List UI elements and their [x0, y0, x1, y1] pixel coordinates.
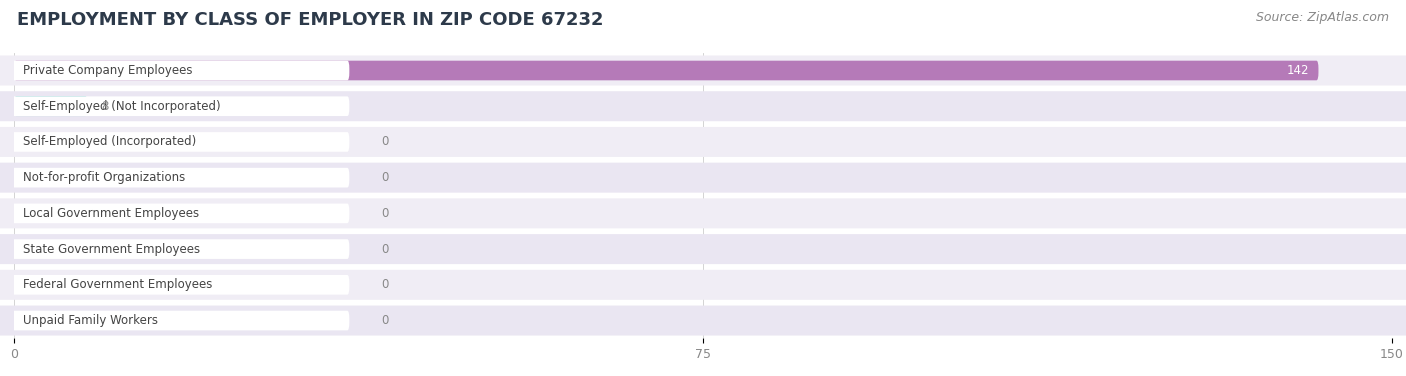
FancyBboxPatch shape [0, 199, 1406, 228]
Text: 0: 0 [381, 135, 389, 149]
FancyBboxPatch shape [0, 127, 1406, 157]
FancyBboxPatch shape [0, 163, 1406, 193]
Text: Unpaid Family Workers: Unpaid Family Workers [24, 314, 159, 327]
Text: 0: 0 [381, 207, 389, 220]
FancyBboxPatch shape [0, 306, 1406, 335]
FancyBboxPatch shape [14, 96, 87, 116]
Text: Source: ZipAtlas.com: Source: ZipAtlas.com [1256, 11, 1389, 24]
Circle shape [8, 207, 11, 220]
Circle shape [8, 171, 11, 184]
FancyBboxPatch shape [14, 61, 1319, 80]
Text: 142: 142 [1286, 64, 1309, 77]
FancyBboxPatch shape [0, 61, 349, 80]
FancyBboxPatch shape [0, 132, 349, 152]
FancyBboxPatch shape [0, 96, 349, 116]
Text: EMPLOYMENT BY CLASS OF EMPLOYER IN ZIP CODE 67232: EMPLOYMENT BY CLASS OF EMPLOYER IN ZIP C… [17, 11, 603, 29]
Circle shape [8, 64, 11, 77]
Text: Self-Employed (Incorporated): Self-Employed (Incorporated) [24, 135, 197, 149]
Text: 0: 0 [381, 314, 389, 327]
Circle shape [8, 314, 11, 327]
FancyBboxPatch shape [0, 275, 349, 295]
Text: 8: 8 [101, 100, 108, 113]
Text: 0: 0 [381, 278, 389, 291]
Text: Federal Government Employees: Federal Government Employees [24, 278, 212, 291]
FancyBboxPatch shape [0, 311, 349, 331]
FancyBboxPatch shape [0, 270, 1406, 300]
Circle shape [8, 135, 11, 149]
Text: 0: 0 [381, 171, 389, 184]
FancyBboxPatch shape [0, 91, 1406, 121]
Circle shape [8, 100, 11, 113]
Text: Local Government Employees: Local Government Employees [24, 207, 200, 220]
FancyBboxPatch shape [0, 203, 349, 223]
FancyBboxPatch shape [0, 234, 1406, 264]
Text: State Government Employees: State Government Employees [24, 243, 201, 256]
FancyBboxPatch shape [0, 239, 349, 259]
Text: Not-for-profit Organizations: Not-for-profit Organizations [24, 171, 186, 184]
Circle shape [8, 278, 11, 291]
Text: Private Company Employees: Private Company Employees [24, 64, 193, 77]
Text: Self-Employed (Not Incorporated): Self-Employed (Not Incorporated) [24, 100, 221, 113]
Text: 0: 0 [381, 243, 389, 256]
FancyBboxPatch shape [0, 56, 1406, 85]
FancyBboxPatch shape [0, 168, 349, 188]
Circle shape [8, 243, 11, 256]
